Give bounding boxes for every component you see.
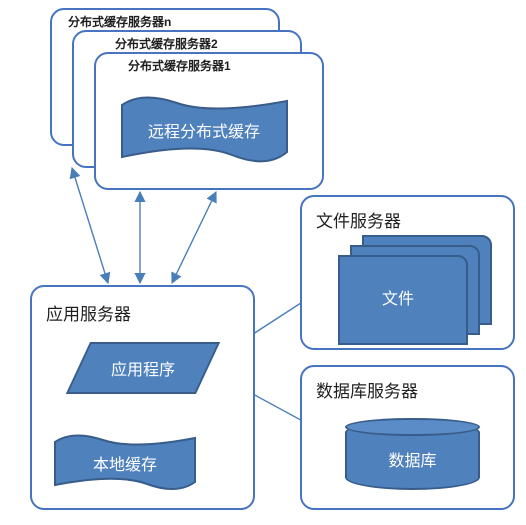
db-label: 数据库 <box>388 447 436 471</box>
app-program-label: 应用程序 <box>111 356 175 380</box>
db-cylinder-top <box>345 418 480 436</box>
remote-cache-label: 远程分布式缓存 <box>148 123 260 141</box>
cache-title-n: 分布式缓存服务器n <box>68 13 171 30</box>
app-program-shape: 应用程序 <box>66 342 220 394</box>
remote-cache-wave: 远程分布式缓存 <box>122 97 287 162</box>
local-cache-label: 本地缓存 <box>93 456 157 474</box>
app-server-title: 应用服务器 <box>46 300 131 325</box>
cache-title-2: 分布式缓存服务器2 <box>115 35 218 52</box>
local-cache-wave: 本地缓存 <box>55 435 195 490</box>
file-server-title: 文件服务器 <box>316 207 401 232</box>
arrow-app-to-cache3 <box>172 192 216 283</box>
file-label: 文件 <box>382 285 414 309</box>
db-cylinder: 数据库 <box>345 420 480 490</box>
cache-title-1: 分布式缓存服务器1 <box>128 57 231 74</box>
db-server-title: 数据库服务器 <box>316 377 418 402</box>
